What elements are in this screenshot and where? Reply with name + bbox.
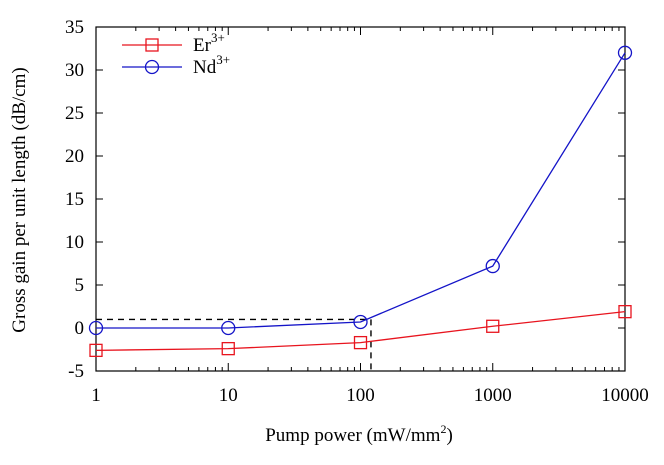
y-tick-label: 5: [75, 275, 85, 296]
data-point-nd: [353, 314, 368, 330]
legend: Er3+Nd3+: [122, 30, 230, 78]
legend-label: Nd3+: [193, 52, 230, 78]
data-point-nd: [485, 258, 500, 274]
data-point-er: [486, 319, 500, 333]
y-tick-label: -5: [68, 361, 84, 382]
y-tick-label: 10: [65, 232, 84, 253]
legend-label: Er3+: [193, 30, 225, 56]
data-point-er: [221, 341, 235, 356]
series: [88, 45, 633, 358]
x-tick-label: 10: [219, 385, 238, 406]
legend-entry-er: Er3+: [122, 30, 225, 56]
legend-label-name: Nd: [193, 57, 217, 78]
series-er: [89, 305, 632, 358]
legend-marker: [144, 59, 160, 75]
data-point-nd: [617, 45, 633, 60]
legend-label-name: Er: [193, 35, 212, 56]
x-tick-label: 10000: [601, 385, 649, 406]
x-axis-label-tail: ): [446, 425, 452, 446]
y-tick-label: 15: [65, 189, 84, 210]
data-point-er: [353, 335, 368, 350]
series-line-nd: [96, 52, 626, 329]
data-point-er: [618, 305, 632, 319]
legend-label-sup: 3+: [211, 30, 225, 45]
x-tick-label: 1000: [474, 385, 512, 406]
x-axis-label-main: Pump power (mW/mm: [265, 425, 440, 446]
data-point-nd: [88, 320, 104, 336]
x-axis-label-sup: 2: [440, 422, 446, 436]
x-axis-label: Pump power (mW/mm2): [265, 422, 453, 446]
x-tick-label: 1: [91, 385, 101, 406]
y-tick-label: 0: [75, 318, 85, 339]
y-tick-label: 25: [65, 103, 84, 124]
data-point-er: [89, 343, 103, 358]
y-tick-label: 35: [65, 17, 84, 38]
annotations: [96, 318, 372, 371]
series-nd: [88, 45, 633, 336]
series-line-er: [95, 311, 626, 352]
legend-label-sup: 3+: [216, 52, 230, 67]
legend-marker: [145, 38, 159, 52]
y-axis-label: Gross gain per unit length (dB/cm): [9, 67, 30, 332]
data-point-nd: [221, 320, 236, 336]
y-tick-label: 30: [65, 60, 84, 81]
x-tick-label: 100: [346, 385, 375, 406]
axis-ticks: -5 0 5 10 15 20 25 30 35 1 10 100 1000 10000: [65, 17, 649, 406]
legend-entry-nd: Nd3+: [122, 52, 230, 78]
y-tick-label: 20: [65, 146, 84, 167]
